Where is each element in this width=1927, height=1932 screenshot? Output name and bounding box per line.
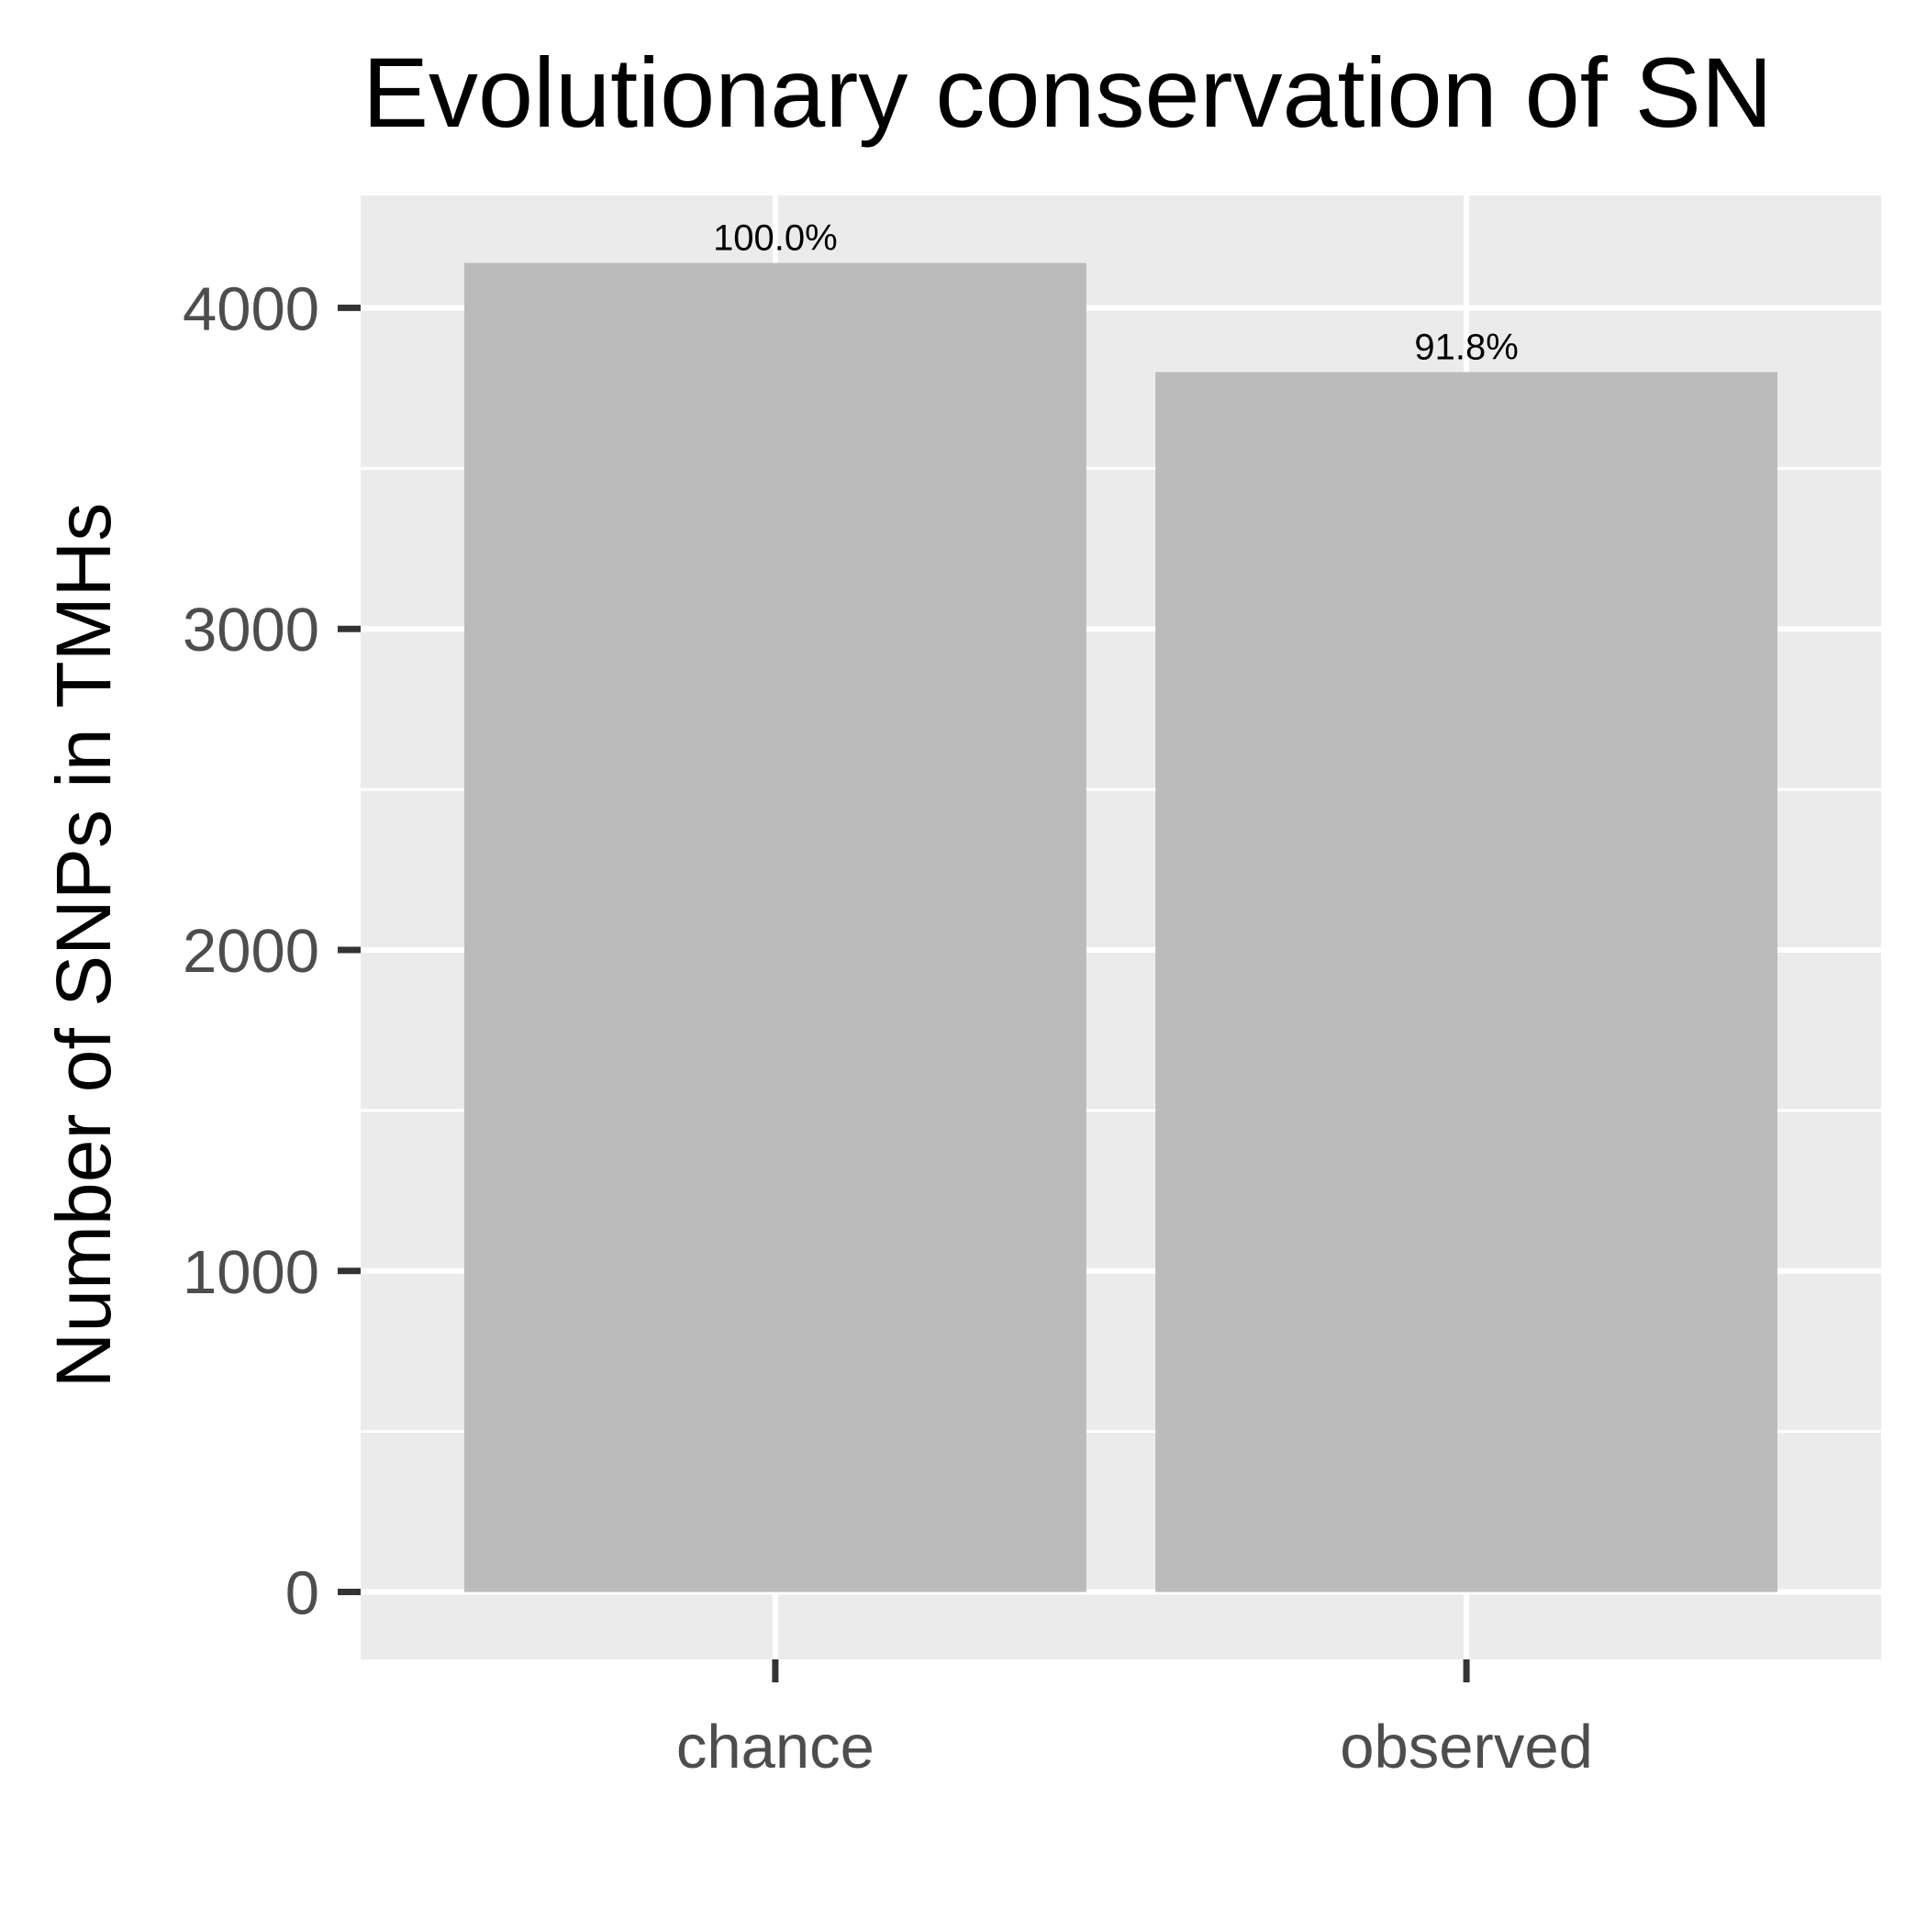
chart-title: Evolutionary conservation of SN [362, 37, 1773, 148]
x-tick-label: chance [676, 1713, 874, 1781]
bar-value-label: 91.8% [1414, 327, 1518, 367]
bar-observed [1155, 372, 1778, 1592]
y-tick-label: 3000 [183, 596, 319, 664]
y-tick-label: 1000 [183, 1238, 319, 1307]
y-tick-label: 0 [285, 1559, 319, 1628]
x-tick-label: observed [1340, 1713, 1593, 1781]
bar-labels: 100.0% 91.8% [713, 218, 1519, 367]
y-axis: 0 1000 2000 3000 4000 [183, 274, 361, 1628]
bars [463, 262, 1778, 1592]
y-tick-label: 2000 [183, 917, 319, 986]
y-tick-label: 4000 [183, 274, 319, 343]
x-axis: chance observed [676, 1659, 1593, 1781]
y-axis-title: Number of SNPs in TMHs [40, 503, 127, 1389]
bar-value-label: 100.0% [713, 218, 838, 258]
bar-chance [463, 262, 1086, 1592]
